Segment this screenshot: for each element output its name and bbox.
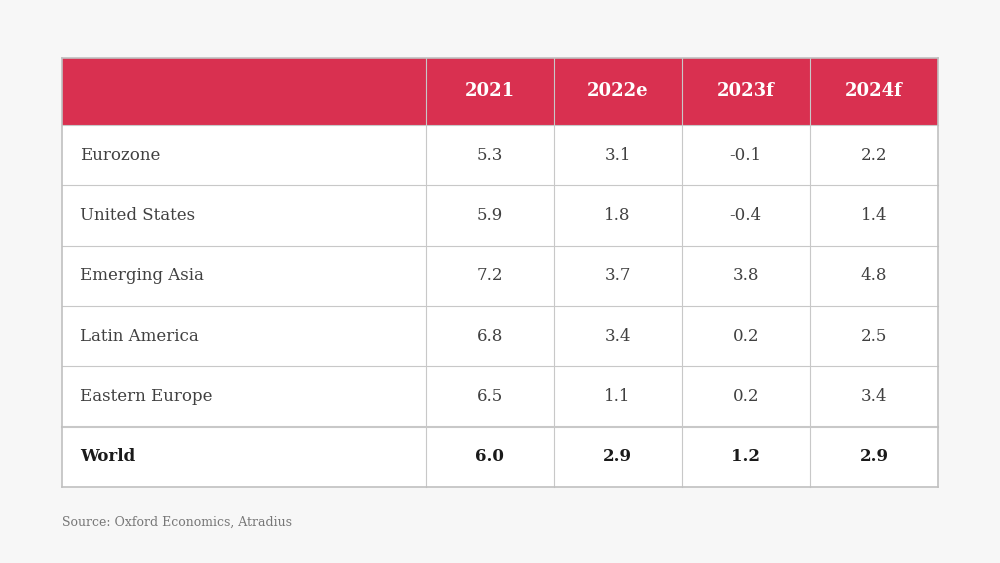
Text: Emerging Asia: Emerging Asia bbox=[80, 267, 204, 284]
Bar bbox=[62, 245, 938, 306]
Text: 2.9: 2.9 bbox=[859, 448, 888, 466]
Text: -0.4: -0.4 bbox=[730, 207, 762, 224]
Text: 2.5: 2.5 bbox=[861, 328, 887, 345]
Text: Source: Oxford Economics, Atradius: Source: Oxford Economics, Atradius bbox=[62, 516, 292, 529]
Text: 0.2: 0.2 bbox=[732, 388, 759, 405]
Text: 5.3: 5.3 bbox=[476, 147, 503, 164]
Text: 6.5: 6.5 bbox=[476, 388, 503, 405]
Text: Eastern Europe: Eastern Europe bbox=[80, 388, 212, 405]
Bar bbox=[62, 185, 938, 245]
Bar bbox=[62, 125, 938, 185]
Text: 3.7: 3.7 bbox=[604, 267, 631, 284]
Text: 3.4: 3.4 bbox=[604, 328, 631, 345]
Text: 1.4: 1.4 bbox=[861, 207, 887, 224]
Bar bbox=[62, 58, 938, 125]
Text: 5.9: 5.9 bbox=[476, 207, 503, 224]
Text: 2021: 2021 bbox=[465, 83, 515, 101]
Text: Eurozone: Eurozone bbox=[80, 147, 160, 164]
Text: Latin America: Latin America bbox=[80, 328, 199, 345]
Bar bbox=[62, 427, 938, 487]
Text: 4.8: 4.8 bbox=[861, 267, 887, 284]
Text: 3.4: 3.4 bbox=[861, 388, 887, 405]
Text: 2022e: 2022e bbox=[587, 83, 648, 101]
Text: 6.8: 6.8 bbox=[476, 328, 503, 345]
Bar bbox=[62, 367, 938, 427]
Text: 2024f: 2024f bbox=[845, 83, 903, 101]
Text: 1.2: 1.2 bbox=[731, 448, 760, 466]
Text: 3.1: 3.1 bbox=[604, 147, 631, 164]
Text: United States: United States bbox=[80, 207, 195, 224]
Text: 2.9: 2.9 bbox=[603, 448, 632, 466]
Bar bbox=[62, 306, 938, 367]
Text: 2023f: 2023f bbox=[717, 83, 775, 101]
Text: 1.1: 1.1 bbox=[604, 388, 631, 405]
Text: 0.2: 0.2 bbox=[732, 328, 759, 345]
Text: 2.2: 2.2 bbox=[861, 147, 887, 164]
Text: 7.2: 7.2 bbox=[476, 267, 503, 284]
Bar bbox=[62, 58, 938, 487]
Text: 6.0: 6.0 bbox=[475, 448, 504, 466]
Text: World: World bbox=[80, 448, 135, 466]
Text: 1.8: 1.8 bbox=[604, 207, 631, 224]
Text: -0.1: -0.1 bbox=[730, 147, 762, 164]
Text: 3.8: 3.8 bbox=[732, 267, 759, 284]
